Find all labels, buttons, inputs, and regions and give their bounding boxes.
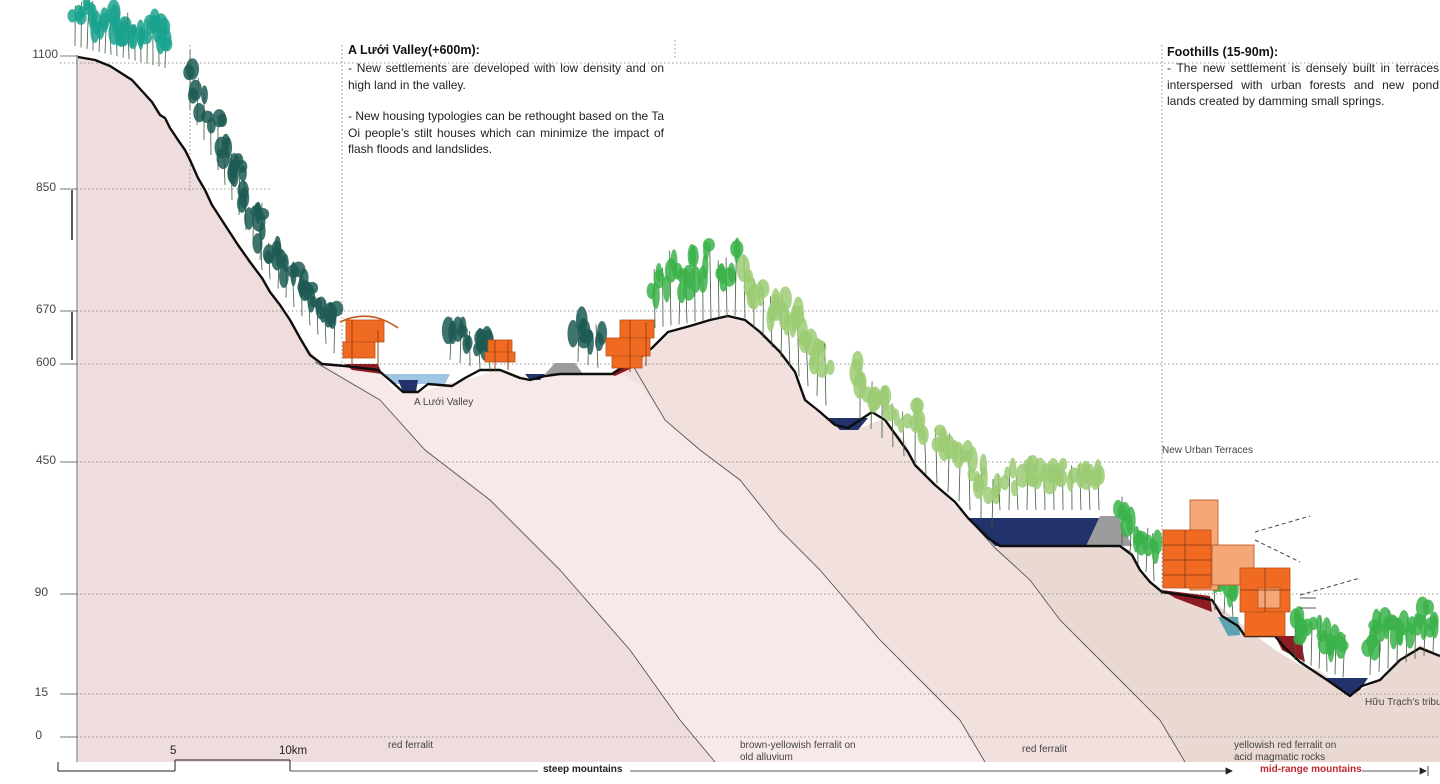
tree-canopy [1227, 584, 1234, 607]
tree-canopy [1415, 614, 1425, 628]
tree-canopy [128, 27, 134, 49]
tree-canopy [783, 318, 789, 335]
foothills-bullet-1: - The new settlement is densely built in… [1167, 60, 1439, 112]
tree-canopy [1009, 458, 1016, 479]
tree-canopy [1408, 616, 1416, 635]
tree-canopy [1120, 512, 1132, 538]
elevation-label-850: 850 [16, 180, 56, 194]
tree-canopy [1054, 469, 1067, 488]
elevation-label-1100: 1100 [18, 47, 58, 61]
tree-canopy [237, 194, 247, 213]
tree-canopy [703, 238, 715, 252]
tree-canopy [769, 298, 782, 321]
elevation-label-90: 90 [8, 585, 48, 599]
scale-end-label: 10km [279, 745, 307, 757]
valley-rock [545, 363, 583, 374]
tree-canopy [218, 114, 227, 127]
tree-canopy [1034, 458, 1045, 480]
tree-canopy [186, 58, 199, 80]
tree-canopy [328, 312, 336, 329]
soil-label-3: red ferralit [1022, 744, 1067, 756]
tree-canopy [597, 321, 607, 345]
tree-canopy [974, 471, 981, 493]
tree-canopy [826, 360, 834, 375]
elevation-label-450: 450 [16, 453, 56, 467]
tree-canopy [1378, 607, 1392, 632]
scale-mid-label: 5 [170, 745, 176, 757]
tributary-label: Hữu Trạch’s tributary [1365, 697, 1440, 708]
valley-bullet-1: - New settlements are developed with low… [348, 60, 664, 93]
valley-section-title: A Lưới Valley(+600m): [348, 42, 668, 58]
tree-canopy [722, 267, 736, 287]
tree-canopy [756, 279, 769, 298]
tree-canopy [883, 405, 897, 422]
soil-label-4: yellowish red ferralit on acid magmatic … [1234, 740, 1344, 764]
tree-canopy [672, 263, 683, 280]
tree-canopy [689, 245, 698, 267]
foothills-section-title: Foothills (15-90m): [1167, 44, 1437, 60]
tree-canopy [1335, 632, 1346, 659]
tree-canopy [912, 397, 922, 417]
tree-canopy [817, 340, 825, 365]
tree-canopy [259, 222, 266, 240]
valley-bullet-2: - New housing typologies can be rethough… [348, 108, 664, 158]
zone-mid-range-mountains: mid-range mountains [1260, 764, 1362, 775]
elevation-label-600: 600 [16, 355, 56, 369]
tree-canopy [307, 282, 318, 294]
tree-canopy [810, 347, 816, 368]
terraces-label: New Urban Terraces [1162, 445, 1253, 456]
tree-canopy [852, 351, 864, 373]
tree-canopy [188, 88, 198, 104]
tree-canopy [1426, 617, 1437, 630]
tree-canopy [251, 205, 263, 217]
tree-canopy [1094, 459, 1103, 487]
soil-label-1: red ferralit [388, 740, 433, 752]
elevation-label-15: 15 [8, 685, 48, 699]
tree-canopy [879, 385, 891, 406]
tree-canopy [587, 330, 594, 355]
tree-canopy [1316, 615, 1322, 635]
elevation-label-670: 670 [16, 302, 56, 316]
tree-canopy [158, 31, 167, 43]
tree-canopy [793, 297, 804, 323]
tree-canopy [967, 446, 978, 473]
valley-label: A Lưới Valley [414, 397, 473, 408]
tree-canopy [462, 334, 470, 354]
tree-canopy [744, 276, 757, 298]
tree-canopy [730, 240, 743, 258]
tree-canopy [568, 320, 579, 348]
tree-canopy [993, 473, 1001, 495]
tree-canopy [214, 137, 228, 159]
stilt-house-1 [340, 316, 398, 366]
tree-canopy [1149, 539, 1158, 551]
soil-label-2: brown-yellowish ferralit on old alluvium [740, 740, 870, 764]
tree-canopy [237, 160, 247, 173]
tree-stem [710, 243, 711, 319]
tree-canopy [279, 264, 289, 288]
tree-canopy [201, 86, 208, 104]
tree-canopy [939, 427, 948, 452]
tree-canopy [459, 316, 466, 336]
tree-canopy [1366, 634, 1378, 649]
tree-canopy [90, 20, 99, 43]
zone-steep-mountains: steep mountains [543, 764, 622, 775]
tree-canopy [654, 270, 665, 289]
zone-arrows [290, 766, 1428, 776]
tree-canopy [1325, 633, 1335, 656]
tree-canopy [150, 8, 160, 30]
tree-canopy [1390, 625, 1398, 650]
tree-canopy [917, 425, 928, 445]
tree-canopy [950, 440, 959, 462]
elevation-label-0: 0 [2, 728, 42, 742]
